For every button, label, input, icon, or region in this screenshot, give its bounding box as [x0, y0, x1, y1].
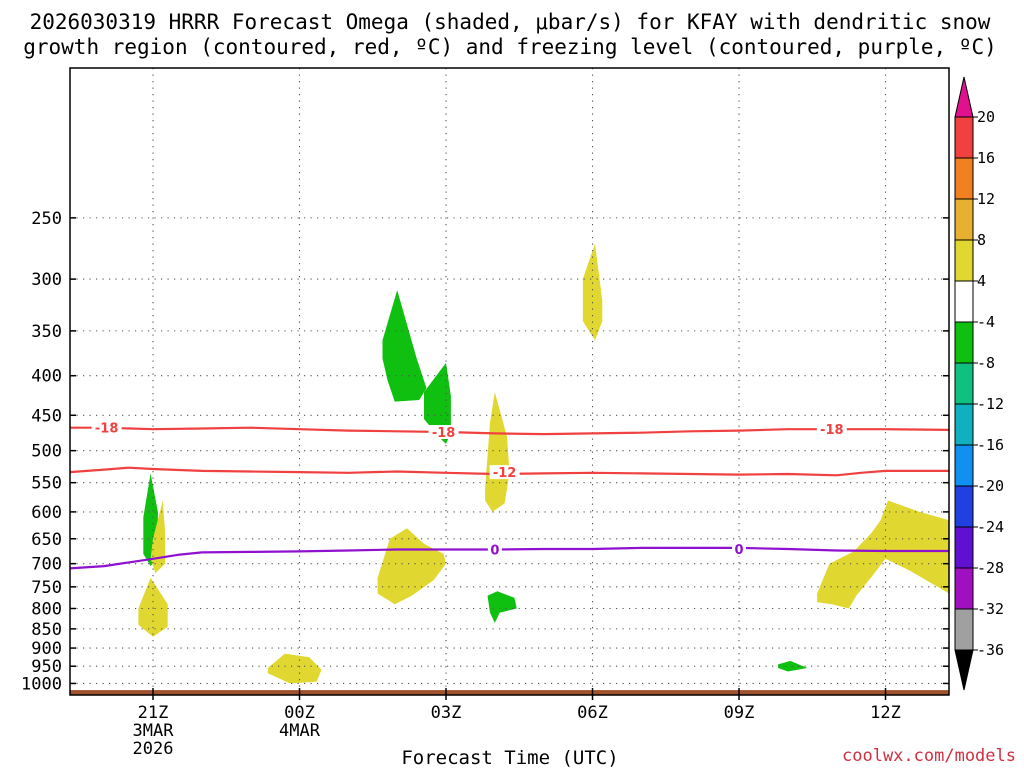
contour-label-bg-0: [91, 420, 122, 435]
contour-label-bg-2: [816, 422, 847, 437]
colorbar-bin-5: [954, 321, 974, 364]
y-tick-label-900: 900: [31, 639, 62, 659]
omega-region-4: [267, 653, 322, 684]
x-tick-label-4: 09Z: [724, 703, 755, 723]
y-tick-label-500: 500: [31, 442, 62, 462]
contour-label-3: -12: [493, 466, 517, 481]
colorbar-label-8: -16: [977, 436, 1004, 454]
colorbar-label-11: -28: [977, 559, 1004, 577]
contour-line-m18-0: [70, 426, 950, 436]
colorbar-label-5: -4: [977, 313, 995, 331]
omega-region-11: [778, 660, 808, 672]
y-tick-label-800: 800: [31, 600, 62, 620]
contour-label-2: -18: [820, 423, 844, 438]
colorbar-label-10: -24: [977, 518, 1004, 536]
colorbar-label-4: 4: [977, 272, 986, 290]
colorbar-bin-11: [954, 567, 974, 610]
colorbar-bin-8: [954, 444, 974, 487]
contour-label-bg-1: [428, 425, 459, 440]
colorbar-label-7: -12: [977, 395, 1004, 413]
y-tick-label-250: 250: [31, 209, 62, 229]
y-tick-label-1000: 1000: [21, 674, 62, 694]
omega-shaded-regions: [138, 243, 949, 684]
y-tick-label-300: 300: [31, 270, 62, 290]
colorbar-label-3: 8: [977, 231, 986, 249]
colorbar: 20 16 12 8 4 -4 -8 -12 -16 -20 -24 -28 -32 -36: [954, 76, 1004, 691]
colorbar-label-2: 12: [977, 190, 995, 208]
colorbar-bin-2: [954, 198, 974, 241]
x-tick-date-0: 3MAR: [133, 721, 175, 741]
y-tick-label-850: 850: [31, 620, 62, 640]
colorbar-bin-7: [954, 403, 974, 446]
contour-label-5: 0: [734, 543, 743, 558]
x-tick-label-5: 12Z: [870, 703, 901, 723]
y-tick-label-650: 650: [31, 530, 62, 550]
omega-region-6: [377, 528, 446, 605]
omega-region-8: [485, 392, 510, 512]
colorbar-top-arrow: [954, 76, 974, 118]
x-tick-year-0: 2026: [133, 739, 174, 759]
colorbar-bin-4: [954, 280, 974, 323]
pressure-gridlines: [70, 68, 949, 695]
colorbar-bin-3: [954, 239, 974, 282]
colorbar-label-6: -8: [977, 354, 995, 372]
contour-label-1: -18: [432, 426, 456, 441]
y-tick-label-950: 950: [31, 657, 62, 677]
colorbar-bin-10: [954, 526, 974, 569]
colorbar-label-0: 20: [977, 108, 995, 126]
ground-layer: [70, 690, 949, 695]
ground-fill: [70, 690, 949, 695]
y-tick-label-400: 400: [31, 367, 62, 387]
colorbar-bin-9: [954, 485, 974, 528]
omega-region-10: [582, 243, 603, 341]
x-tick-label-3: 06Z: [577, 703, 608, 723]
y-tick-label-750: 750: [31, 578, 62, 598]
omega-region-3: [138, 577, 168, 637]
x-tick-label-0: 21Z: [138, 703, 169, 723]
contour-label-0: -18: [95, 422, 119, 437]
colorbar-label-12: -32: [977, 600, 1004, 618]
omega-region-2: [150, 500, 166, 574]
contour-line-0-2: [69, 546, 949, 570]
contour-label-bg-3: [489, 465, 520, 480]
omega-region-9: [487, 591, 517, 623]
colorbar-label-13: -36: [977, 641, 1004, 659]
y-tick-label-450: 450: [31, 406, 62, 426]
x-axis-label: Forecast Time (UTC): [401, 747, 618, 768]
colorbar-bin-6: [954, 362, 974, 405]
contour-labels: -18 -18 -18 -12 0 0: [91, 420, 847, 558]
chart-title-line1: 2026030319 HRRR Forecast Omega (shaded, …: [30, 10, 991, 34]
contour-label-4: 0: [490, 543, 499, 558]
y-tick-label-700: 700: [31, 555, 62, 575]
colorbar-label-9: -20: [977, 477, 1004, 495]
x-tick-label-2: 03Z: [431, 703, 462, 723]
colorbar-bin-12: [954, 608, 974, 651]
plot-frame: [69, 67, 950, 696]
omega-region-12: [817, 500, 949, 609]
colorbar-bin-1: [954, 157, 974, 200]
y-tick-label-600: 600: [31, 503, 62, 523]
chart-title-line2: growth region (contoured, red, ºC) and f…: [23, 35, 997, 59]
x-tick-label-1: 00Z: [284, 703, 315, 723]
colorbar-bottom-arrow: [954, 649, 974, 691]
contour-label-bg-5: [732, 541, 747, 556]
colorbar-label-1: 16: [977, 149, 995, 167]
omega-region-5: [382, 290, 427, 402]
y-tick-label-550: 550: [31, 474, 62, 494]
y-tick-label-350: 350: [31, 322, 62, 342]
x-tick-date-1: 4MAR: [279, 721, 321, 741]
colorbar-bin-0: [954, 116, 974, 159]
credit-text: coolwx.com/models: [842, 746, 1016, 766]
temperature-contours: [69, 426, 950, 570]
omega-region-7: [424, 362, 451, 444]
contour-label-bg-4: [487, 542, 502, 557]
y-axis-ticks: 2503003504004505005506006507007508008509…: [21, 209, 949, 694]
